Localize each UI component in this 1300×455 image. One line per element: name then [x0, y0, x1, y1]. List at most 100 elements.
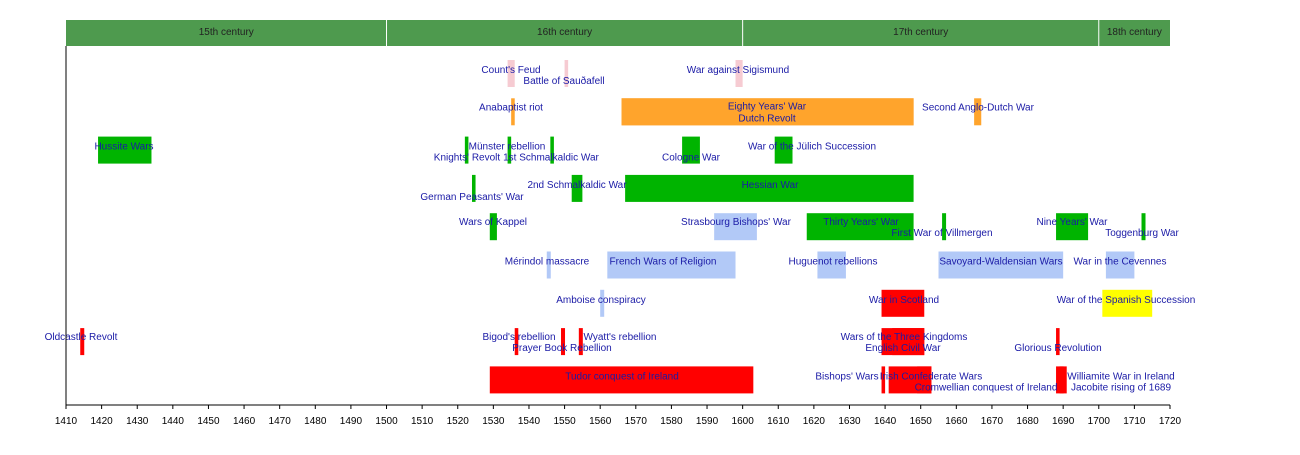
event-label-jacobite-rising-of-1689: Jacobite rising of 1689 [1071, 382, 1172, 393]
x-tick-label: 1470 [269, 416, 292, 427]
event-bar-war-of-the-ju-lich-succession [774, 136, 793, 164]
x-tick-label: 1630 [838, 416, 861, 427]
century-label: 16th century [537, 27, 592, 38]
event-label-mu-nster-rebellion: Münster rebellion [469, 142, 546, 153]
event-bar-count-s-feud [507, 60, 515, 87]
x-tick-label: 1450 [197, 416, 220, 427]
event-label-cologne-war: Cologne War [662, 153, 721, 164]
event-bar-second-anglo-dutch-war [974, 98, 982, 126]
x-tick-label: 1710 [1123, 416, 1146, 427]
x-tick-label: 1420 [90, 416, 113, 427]
x-tick-label: 1500 [375, 416, 398, 427]
x-tick-label: 1550 [553, 416, 576, 427]
x-tick-label: 1480 [304, 416, 327, 427]
event-label-war-in-scotland: War in Scotland [869, 295, 939, 306]
event-bar-thirty-years-war [806, 213, 914, 241]
event-label-war-against-sigismund: War against Sigismund [687, 65, 789, 76]
x-tick-label: 1410 [55, 416, 78, 427]
event-bar-2nd-schmalkaldic-war [571, 174, 583, 202]
event-bar-1st-schmalkaldic-war [550, 136, 554, 164]
event-label-toggenburg-war: Toggenburg War [1105, 228, 1179, 239]
century-band [66, 20, 387, 46]
event-label-second-anglo-dutch-war: Second Anglo-Dutch War [922, 102, 1035, 113]
event-label-williamite-war-in-ireland: Williamite War in Ireland [1067, 371, 1174, 382]
x-tick-label: 1530 [482, 416, 505, 427]
century-band [386, 20, 743, 46]
x-tick-label: 1610 [767, 416, 790, 427]
event-bar-nine-years-war [1056, 213, 1089, 241]
event-bar-tudor-conquest-of-ireland [489, 366, 754, 394]
event-label-huguenot-rebellions: Huguenot rebellions [789, 257, 878, 268]
x-axis: 1410 1420 1430 1440 1450 1460 1470 1480 1490 1500… [55, 46, 1182, 427]
event-bar-german-peasants-war [471, 174, 476, 202]
event-label-wars-of-kappel: Wars of Kappel [459, 217, 527, 228]
century-band [742, 20, 1099, 46]
event-bar-hessian-war [625, 174, 914, 202]
event-label-glorious-revolution: Glorious Revolution [1014, 343, 1101, 354]
event-bar-me-rindol-massacre [546, 251, 551, 279]
x-tick-label: 1590 [696, 416, 719, 427]
event-bar-hussite-wars [98, 136, 152, 164]
x-tick-label: 1660 [945, 416, 968, 427]
x-tick-label: 1720 [1159, 416, 1182, 427]
x-tick-label: 1600 [732, 416, 755, 427]
x-tick-label: 1640 [874, 416, 897, 427]
event-bar-strasbourg-bishops-war [714, 213, 757, 241]
x-tick-label: 1490 [340, 416, 363, 427]
event-bar-glorious-revolution [1056, 328, 1060, 356]
event-label-tudor-conquest-of-ireland: Tudor conquest of Ireland [565, 371, 679, 382]
century-label: 15th century [199, 27, 254, 38]
event-bar-battle-of-sau-afell [564, 60, 569, 87]
x-tick-label: 1690 [1052, 416, 1075, 427]
event-bar-oldcastle-revolt [80, 328, 85, 356]
event-label-1st-schmalkaldic-war: 1st Schmalkaldic War [503, 153, 599, 164]
event-label-knights-revolt: Knights' Revolt [434, 153, 501, 164]
x-tick-label: 1680 [1016, 416, 1039, 427]
event-label-battle-of-sau-afell: Battle of Sauðafell [523, 75, 604, 87]
event-label-english-civil-war: English Civil War [865, 343, 941, 354]
x-tick-label: 1460 [233, 416, 256, 427]
event-label-cromwellian-conquest-of-ireland: Cromwellian conquest of Ireland [915, 382, 1058, 393]
event-bar-prayer-book-rebellion [561, 328, 566, 356]
event-bar-knights-revolt [464, 136, 469, 164]
event-bar-jacobite-rising-of-1689 [1059, 366, 1064, 394]
event-label-wars-of-the-three-kingdoms: Wars of the Three Kingdoms [841, 332, 968, 343]
event-bar-english-civil-war [892, 328, 925, 356]
century-label: 18th century [1107, 27, 1162, 38]
event-label-war-of-the-spanish-succession: War of the Spanish Succession [1057, 295, 1196, 306]
event-label-war-in-the-cevennes: War in the Cevennes [1073, 257, 1166, 268]
event-bar-savoyard-waldensian-wars [938, 251, 1064, 279]
event-label-count-s-feud: Count's Feud [481, 65, 540, 76]
x-tick-label: 1670 [981, 416, 1004, 427]
event-bar-anabaptist-riot [511, 98, 515, 126]
event-bar-bishops-wars [881, 366, 886, 394]
event-label-first-war-of-villmergen: First War of Villmergen [891, 228, 992, 239]
x-tick-label: 1560 [589, 416, 612, 427]
event-label-2nd-schmalkaldic-war: 2nd Schmalkaldic War [527, 180, 627, 191]
event-label-eighty-years-war: Eighty Years' War [728, 101, 807, 112]
event-label-me-rindol-massacre: Mérindol massacre [505, 257, 590, 268]
event-label-nine-years-war: Nine Years' War [1036, 217, 1108, 228]
event-label-german-peasants-war: German Peasants' War [420, 192, 524, 203]
x-tick-label: 1510 [411, 416, 434, 427]
event-bar-mu-nster-rebellion [507, 136, 512, 164]
event-label-prayer-book-rebellion: Prayer Book Rebellion [512, 343, 612, 354]
event-bar-wars-of-kappel [489, 213, 497, 241]
event-label-wyatt-s-rebellion: Wyatt's rebellion [584, 332, 657, 343]
event-label-irish-confederate-wars: Irish Confederate Wars [880, 371, 982, 382]
event-label-anabaptist-riot: Anabaptist riot [479, 102, 543, 113]
event-bar-first-war-of-villmergen [942, 213, 947, 241]
century-label: 17th century [893, 27, 948, 38]
x-tick-label: 1700 [1088, 416, 1111, 427]
event-label-dutch-revolt: Dutch Revolt [738, 113, 795, 124]
event-bar-bigod-s-rebellion [514, 328, 519, 356]
event-label-bishops-wars: Bishops' Wars [815, 371, 878, 382]
event-label-savoyard-waldensian-wars: Savoyard-Waldensian Wars [939, 257, 1062, 268]
event-label-french-wars-of-religion: French Wars of Religion [610, 257, 717, 268]
event-bar-cromwellian-conquest-of-ireland [917, 366, 932, 394]
event-bar-cologne-war [682, 136, 700, 164]
x-tick-label: 1580 [660, 416, 683, 427]
event-bar-huguenot-rebellions [817, 251, 846, 279]
